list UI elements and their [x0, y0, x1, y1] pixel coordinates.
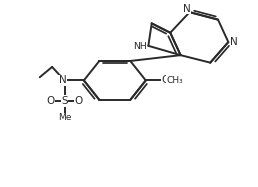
Text: Me: Me: [58, 113, 71, 122]
Text: NH: NH: [133, 42, 147, 51]
Text: O: O: [162, 75, 170, 85]
Text: S: S: [61, 96, 68, 106]
Text: O: O: [75, 96, 83, 106]
Text: N: N: [230, 37, 238, 47]
Text: O: O: [46, 96, 54, 106]
Text: CH₃: CH₃: [167, 76, 183, 85]
Text: N: N: [59, 75, 66, 85]
Text: N: N: [183, 4, 191, 14]
